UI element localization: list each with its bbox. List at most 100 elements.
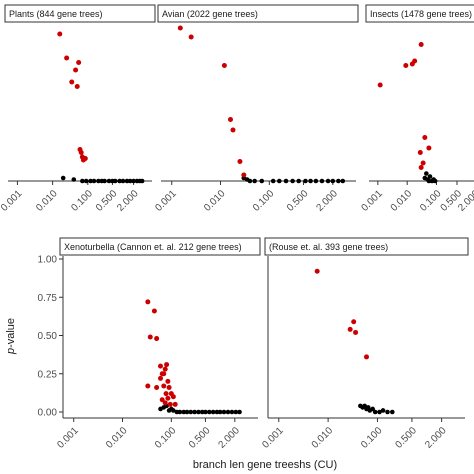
data-point-nonsignificant bbox=[171, 408, 176, 413]
x-tick-label: 0.001 bbox=[359, 188, 385, 214]
data-point-nonsignificant bbox=[199, 409, 205, 415]
data-point-nonsignificant bbox=[112, 178, 118, 184]
data-point-nonsignificant bbox=[259, 178, 265, 184]
data-point-significant bbox=[166, 385, 172, 391]
x-tick-label: 0.001 bbox=[260, 425, 286, 451]
data-point-nonsignificant bbox=[389, 409, 395, 415]
data-point-nonsignificant bbox=[303, 178, 308, 184]
data-point-significant bbox=[73, 67, 79, 73]
data-point-nonsignificant bbox=[196, 409, 201, 415]
data-point-nonsignificant bbox=[380, 408, 386, 413]
data-point-significant bbox=[78, 150, 84, 155]
data-point-significant bbox=[177, 25, 183, 31]
facet-title: Avian (2022 gene trees) bbox=[162, 9, 258, 19]
data-point-significant bbox=[403, 63, 409, 68]
x-tick-label: 0.500 bbox=[94, 188, 120, 214]
facet-title: (Rouse et. al. 393 gene trees) bbox=[269, 242, 388, 252]
data-point-significant bbox=[165, 395, 171, 401]
x-tick-label: 0.100 bbox=[153, 425, 179, 451]
data-point-nonsignificant bbox=[188, 409, 194, 415]
facet-strip bbox=[365, 4, 474, 23]
data-point-nonsignificant bbox=[270, 178, 276, 184]
data-point-nonsignificant bbox=[184, 409, 190, 415]
y-axis-title: p-value bbox=[5, 318, 17, 355]
data-point-nonsignificant bbox=[60, 175, 66, 181]
data-point-significant bbox=[162, 366, 168, 372]
data-point-significant bbox=[241, 172, 247, 178]
data-point-nonsignificant bbox=[252, 178, 257, 184]
data-point-nonsignificant bbox=[336, 178, 341, 184]
facet-strip bbox=[157, 4, 359, 23]
data-point-nonsignificant bbox=[319, 178, 325, 184]
data-point-significant bbox=[64, 55, 70, 61]
data-point-significant bbox=[353, 329, 359, 335]
x-tick-label: 0.500 bbox=[285, 188, 311, 214]
data-point-nonsignificant bbox=[237, 409, 242, 415]
facet-title: Insects (1478 gene trees) bbox=[370, 9, 472, 19]
data-point-nonsignificant bbox=[88, 178, 93, 184]
data-point-nonsignificant bbox=[432, 178, 438, 184]
data-point-nonsignificant bbox=[131, 178, 136, 184]
data-point-nonsignificant bbox=[330, 178, 336, 184]
data-point-nonsignificant bbox=[203, 409, 208, 415]
data-point-nonsignificant bbox=[424, 171, 429, 176]
data-point-nonsignificant bbox=[229, 409, 235, 415]
data-point-nonsignificant bbox=[117, 178, 122, 184]
data-point-significant bbox=[161, 371, 167, 377]
data-point-nonsignificant bbox=[210, 409, 216, 415]
x-tick-label: 2.000 bbox=[115, 188, 141, 214]
data-point-nonsignificant bbox=[214, 409, 220, 415]
data-point-nonsignificant bbox=[247, 178, 253, 184]
data-point-nonsignificant bbox=[290, 178, 295, 184]
x-tick-label: 0.010 bbox=[104, 425, 130, 451]
data-point-nonsignificant bbox=[372, 409, 378, 415]
data-point-significant bbox=[151, 308, 157, 314]
data-point-nonsignificant bbox=[233, 409, 239, 415]
data-point-significant bbox=[154, 336, 160, 342]
facet-title: Xenoturbella (Cannon et. al. 212 gene tr… bbox=[64, 242, 242, 252]
data-point-significant bbox=[172, 401, 178, 407]
data-point-nonsignificant bbox=[127, 178, 133, 184]
data-point-significant bbox=[167, 401, 173, 407]
data-point-nonsignificant bbox=[313, 178, 319, 184]
y-tick-label: 0.75 bbox=[38, 293, 58, 304]
data-point-significant bbox=[227, 117, 233, 122]
data-point-nonsignificant bbox=[296, 178, 302, 184]
data-point-significant bbox=[170, 394, 176, 400]
data-point-nonsignificant bbox=[181, 409, 187, 415]
data-point-significant bbox=[161, 383, 167, 389]
x-tick-label: 0.010 bbox=[202, 188, 228, 214]
y-tick-label: 1.00 bbox=[38, 255, 58, 266]
data-point-significant bbox=[314, 268, 320, 274]
y-axis-title-italic: p bbox=[5, 348, 17, 355]
x-tick-label: 0.001 bbox=[0, 188, 25, 214]
data-point-significant bbox=[154, 385, 160, 391]
x-tick-label: 0.100 bbox=[418, 188, 444, 214]
data-point-nonsignificant bbox=[80, 178, 85, 184]
data-point-significant bbox=[364, 354, 369, 360]
data-point-nonsignificant bbox=[124, 178, 130, 184]
data-point-nonsignificant bbox=[102, 178, 107, 184]
data-point-nonsignificant bbox=[96, 178, 101, 184]
data-point-nonsignificant bbox=[276, 178, 282, 184]
data-point-nonsignificant bbox=[308, 178, 313, 184]
data-point-significant bbox=[145, 383, 151, 389]
data-point-significant bbox=[145, 299, 151, 305]
data-point-significant bbox=[418, 165, 424, 170]
data-point-significant bbox=[418, 42, 424, 47]
facet-title: Plants (844 gene trees) bbox=[9, 9, 103, 19]
facet-strip bbox=[4, 4, 156, 23]
data-point-significant bbox=[420, 160, 426, 166]
data-point-nonsignificant bbox=[192, 409, 197, 415]
x-tick-label: 2.000 bbox=[216, 425, 242, 451]
y-axis-title-rest: -value bbox=[5, 318, 17, 348]
x-tick-label: 0.100 bbox=[69, 188, 95, 214]
data-point-nonsignificant bbox=[283, 178, 289, 184]
x-tick-label: 0.010 bbox=[389, 188, 415, 214]
data-point-significant bbox=[237, 159, 243, 164]
data-point-significant bbox=[165, 378, 171, 384]
data-point-significant bbox=[164, 362, 170, 368]
data-point-significant bbox=[80, 157, 86, 163]
x-tick-label: 0.100 bbox=[251, 188, 277, 214]
